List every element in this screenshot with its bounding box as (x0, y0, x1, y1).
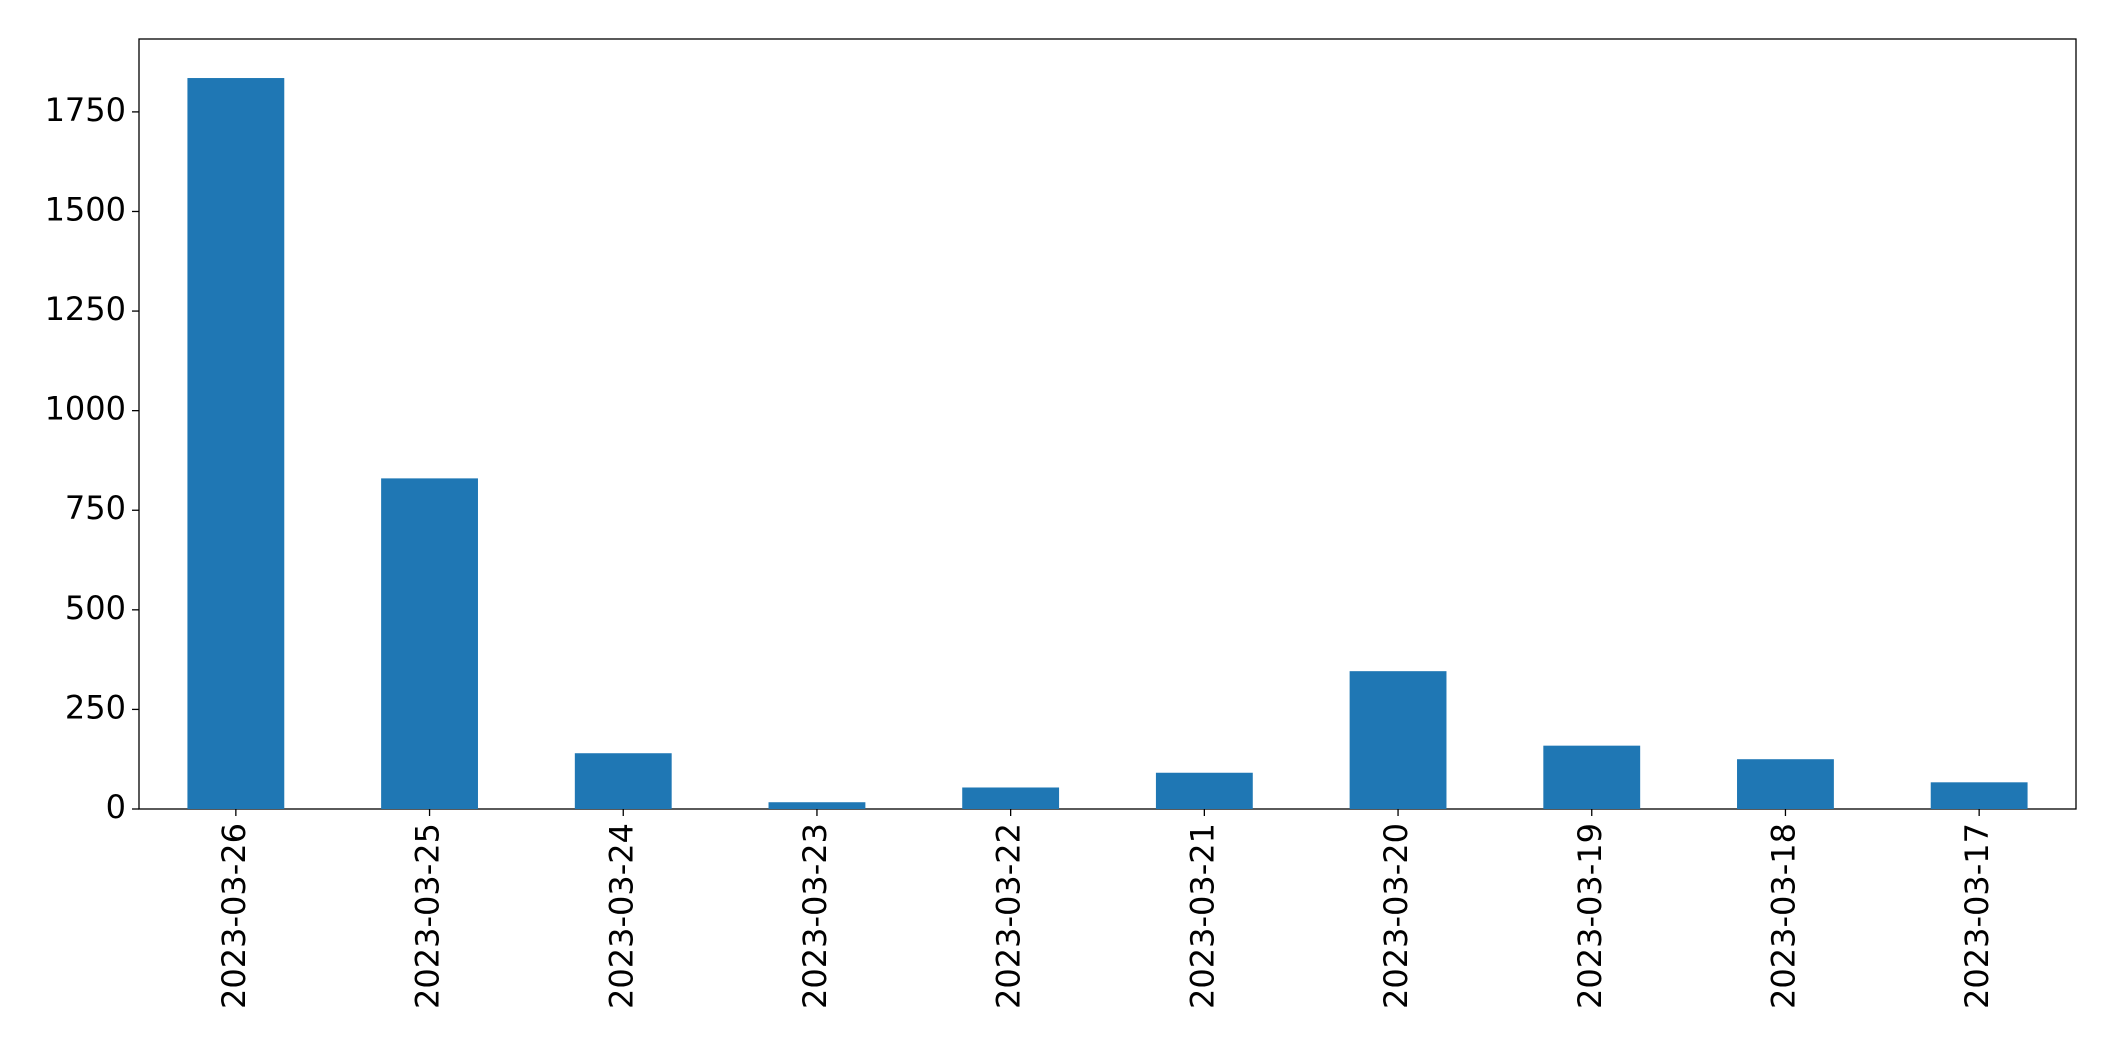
y-tick-label: 750 (65, 489, 126, 527)
bar (381, 478, 478, 809)
x-tick-label: 2023-03-23 (796, 823, 834, 1009)
x-tick-label: 2023-03-21 (1183, 823, 1221, 1009)
x-tick-label: 2023-03-18 (1764, 823, 1802, 1009)
bar (1349, 671, 1447, 809)
y-tick-label: 1250 (45, 290, 126, 328)
x-tick-label: 2023-03-24 (602, 823, 640, 1009)
x-tick-label: 2023-03-22 (990, 823, 1028, 1009)
bar (574, 753, 672, 809)
bar (1543, 745, 1641, 809)
bar (1737, 759, 1834, 809)
bar (187, 78, 285, 809)
plot-frame (138, 38, 2077, 810)
y-tick-label: 500 (65, 589, 126, 627)
x-tick-label: 2023-03-26 (215, 823, 253, 1009)
x-tick-label: 2023-03-17 (1958, 823, 1996, 1009)
x-tick-label: 2023-03-19 (1571, 823, 1609, 1009)
x-tick-label: 2023-03-20 (1377, 823, 1415, 1009)
bar (962, 787, 1060, 809)
bar (768, 802, 866, 809)
bar (1155, 772, 1253, 809)
bar (1930, 782, 2028, 809)
x-tick-label: 2023-03-25 (409, 823, 447, 1009)
y-tick-label: 1500 (45, 190, 126, 228)
y-tick-label: 1750 (45, 91, 126, 129)
y-tick-label: 1000 (45, 390, 126, 428)
y-tick-label: 0 (106, 788, 126, 826)
y-tick-label: 250 (65, 688, 126, 726)
